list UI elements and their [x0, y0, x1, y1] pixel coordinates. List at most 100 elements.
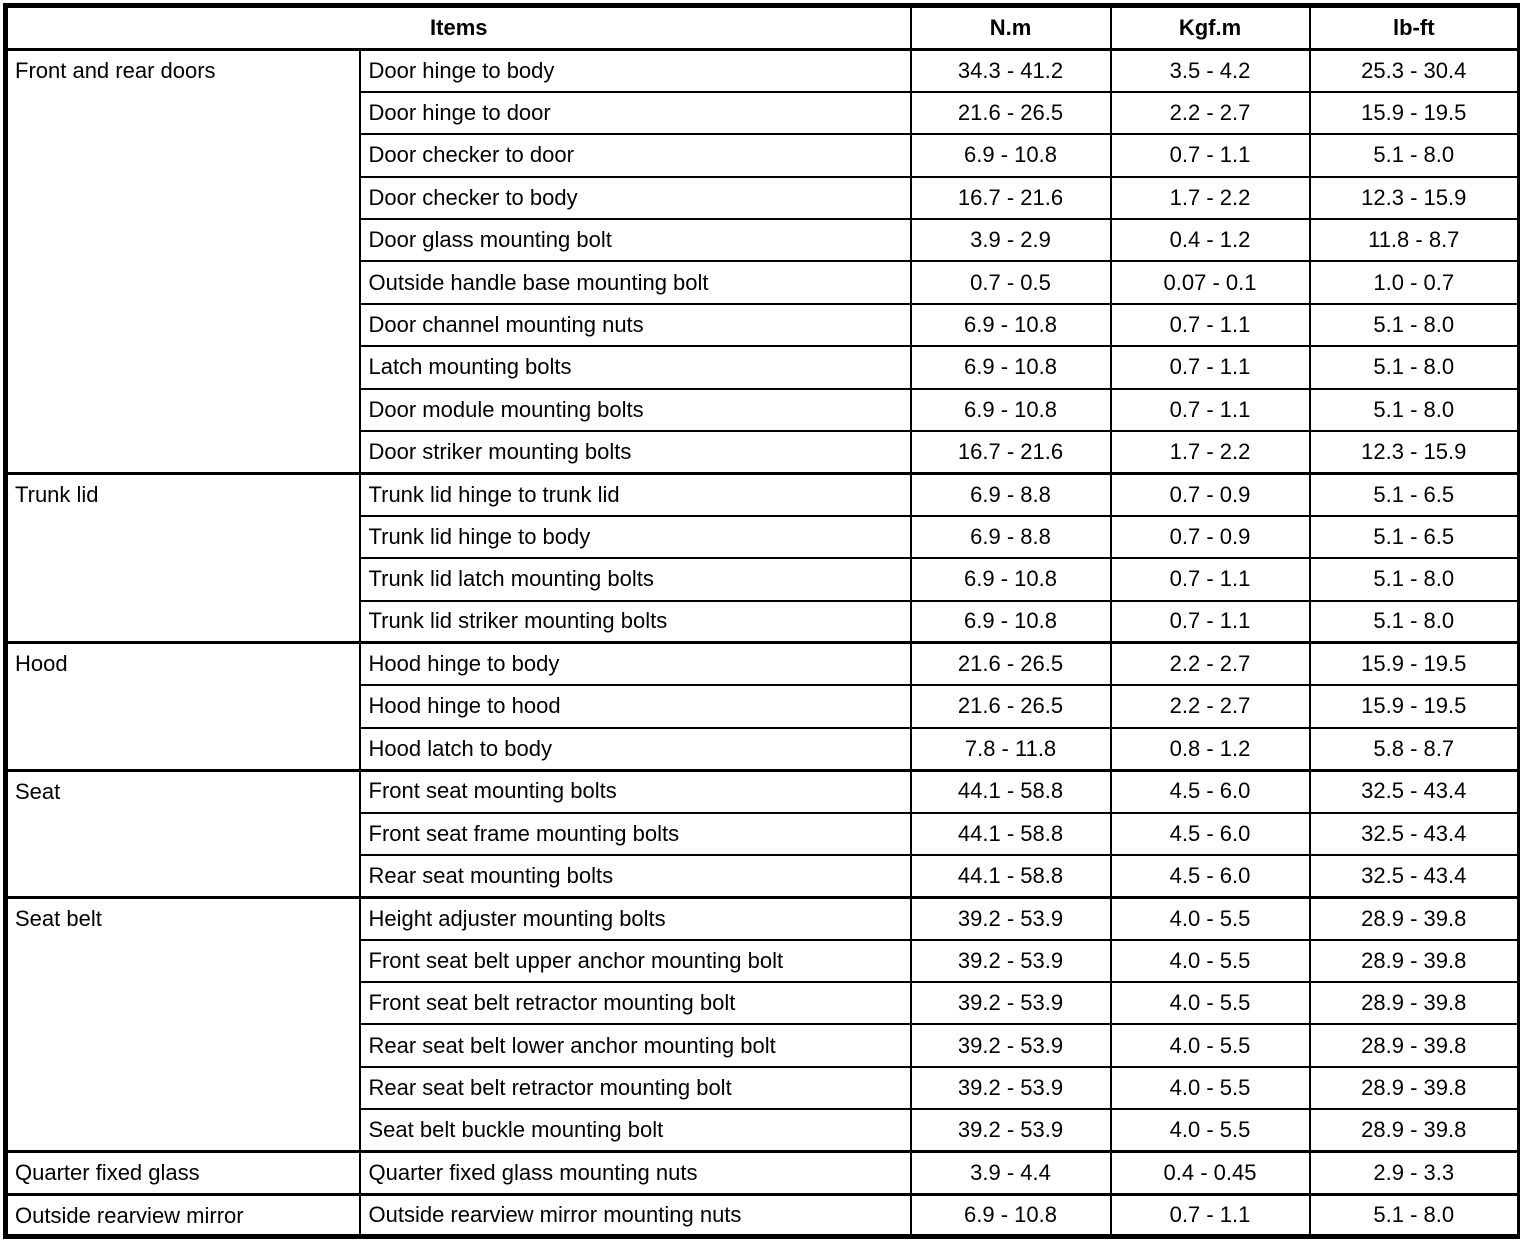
value-lbft: 1.0 - 0.7 — [1308, 260, 1520, 305]
value-lbft: 5.1 - 6.5 — [1308, 514, 1520, 560]
table-row: Trunk lid striker mounting bolts 6.9 - 1… — [6, 599, 1520, 644]
table-row: Seat belt Height adjuster mounting bolts… — [4, 895, 1520, 1153]
value-lbft: 32.5 - 43.4 — [1308, 811, 1520, 856]
table-row: Rear seat belt retractor mounting bolt 3… — [6, 1065, 1520, 1111]
value-nm: 39.2 - 53.9 — [909, 938, 1112, 984]
table-row: Hood latch to body 7.8 - 11.8 0.8 - 1.2 … — [6, 726, 1520, 772]
item-cell: Trunk lid striker mounting bolts — [358, 599, 912, 644]
item-cell: Trunk lid latch mounting bolts — [358, 557, 912, 602]
value-lbft: 12.3 - 15.9 — [1308, 175, 1520, 221]
value-nm: 7.8 - 11.8 — [909, 726, 1112, 772]
item-cell: Front seat frame mounting bolts — [358, 811, 912, 856]
item-cell: Door hinge to door — [358, 90, 912, 136]
table-row: Quarter fixed glass Quarter fixed glass … — [4, 1150, 1520, 1196]
value-kgfm: 4.5 - 6.0 — [1109, 811, 1311, 856]
value-kgfm: 0.7 - 1.1 — [1109, 345, 1311, 390]
value-lbft: 5.1 - 8.0 — [1308, 387, 1520, 433]
value-nm: 6.9 - 10.8 — [909, 302, 1112, 348]
table-header: Items N.m Kgf.m lb-ft — [4, 4, 1520, 51]
value-nm: 6.9 - 8.8 — [909, 471, 1112, 517]
value-lbft: 5.1 - 8.0 — [1308, 1192, 1520, 1238]
value-kgfm: 0.7 - 1.1 — [1109, 387, 1311, 433]
table-row: Seat Front seat mounting bolts 44.1 - 58… — [4, 768, 1520, 899]
value-nm: 21.6 - 26.5 — [909, 641, 1112, 687]
table-row: Front and rear doors Door hinge to body … — [4, 47, 1520, 475]
column-header-kgfm: Kgf.m — [1109, 4, 1311, 51]
value-lbft: 5.1 - 8.0 — [1308, 599, 1520, 644]
value-kgfm: 2.2 - 2.7 — [1109, 641, 1311, 687]
item-cell: Door checker to door — [358, 133, 912, 178]
value-lbft: 5.8 - 8.7 — [1308, 726, 1520, 772]
item-cell: Front seat belt retractor mounting bolt — [358, 981, 912, 1026]
item-cell: Door module mounting bolts — [358, 387, 912, 433]
item-cell: Trunk lid hinge to body — [358, 514, 912, 560]
item-cell: Height adjuster mounting bolts — [358, 895, 912, 941]
table-row: Trunk lid latch mounting bolts 6.9 - 10.… — [6, 557, 1520, 602]
item-cell: Door channel mounting nuts — [358, 302, 912, 348]
table-row: Outside handle base mounting bolt 0.7 - … — [6, 260, 1520, 305]
category-cell-quarter-fixed-glass: Quarter fixed glass — [4, 1150, 361, 1196]
category-cell-seat-belt: Seat belt — [4, 895, 361, 1153]
value-kgfm: 4.0 - 5.5 — [1109, 895, 1311, 941]
value-nm: 16.7 - 21.6 — [909, 175, 1112, 221]
item-cell: Hood hinge to body — [358, 641, 912, 687]
value-kgfm: 0.8 - 1.2 — [1109, 726, 1311, 772]
value-nm: 0.7 - 0.5 — [909, 260, 1112, 305]
value-lbft: 15.9 - 19.5 — [1308, 90, 1520, 136]
item-cell: Door checker to body — [358, 175, 912, 221]
value-nm: 44.1 - 58.8 — [909, 853, 1112, 899]
column-header-lbft: lb-ft — [1308, 4, 1520, 51]
value-kgfm: 4.0 - 5.5 — [1109, 981, 1311, 1026]
value-lbft: 12.3 - 15.9 — [1308, 430, 1520, 475]
table-row: Door module mounting bolts 6.9 - 10.8 0.… — [6, 387, 1520, 433]
value-nm: 6.9 - 10.8 — [909, 133, 1112, 178]
table-row: Latch mounting bolts 6.9 - 10.8 0.7 - 1.… — [6, 345, 1520, 390]
value-kgfm: 0.7 - 0.9 — [1109, 514, 1311, 560]
value-kgfm: 4.0 - 5.5 — [1109, 1108, 1311, 1153]
item-cell: Door hinge to body — [358, 47, 912, 93]
value-kgfm: 1.7 - 2.2 — [1109, 175, 1311, 221]
value-nm: 44.1 - 58.8 — [909, 811, 1112, 856]
header-row: Items N.m Kgf.m lb-ft — [4, 4, 1520, 51]
value-kgfm: 2.2 - 2.7 — [1109, 90, 1311, 136]
value-nm: 6.9 - 10.8 — [909, 599, 1112, 644]
item-cell: Door glass mounting bolt — [358, 218, 912, 263]
item-cell: Front seat mounting bolts — [358, 768, 912, 814]
table-row: Front seat belt retractor mounting bolt … — [6, 981, 1520, 1026]
table-row: Hood Hood hinge to body 21.6 - 26.5 2.2 … — [4, 641, 1520, 772]
torque-spec-table: Items N.m Kgf.m lb-ft Front and rear doo… — [3, 3, 1520, 1239]
value-kgfm: 4.5 - 6.0 — [1109, 853, 1311, 899]
manual-page: Items N.m Kgf.m lb-ft Front and rear doo… — [0, 3, 1520, 1245]
table-row: Rear seat belt lower anchor mounting bol… — [6, 1023, 1520, 1068]
column-header-items: Items — [4, 4, 912, 51]
value-lbft: 5.1 - 8.0 — [1308, 557, 1520, 602]
value-nm: 34.3 - 41.2 — [909, 47, 1112, 93]
value-nm: 39.2 - 53.9 — [909, 981, 1112, 1026]
table-row: Trunk lid hinge to body 6.9 - 8.8 0.7 - … — [6, 514, 1520, 560]
table-row: Front seat belt upper anchor mounting bo… — [6, 938, 1520, 984]
value-kgfm: 0.07 - 0.1 — [1109, 260, 1311, 305]
value-lbft: 15.9 - 19.5 — [1308, 641, 1520, 687]
table-row: Door checker to door 6.9 - 10.8 0.7 - 1.… — [6, 133, 1520, 178]
table-row: Door striker mounting bolts 16.7 - 21.6 … — [6, 430, 1520, 475]
item-cell: Hood latch to body — [358, 726, 912, 772]
category-cell-outside-rearview-mirror: Outside rearview mirror — [4, 1192, 361, 1238]
value-nm: 6.9 - 10.8 — [909, 1192, 1112, 1238]
value-kgfm: 0.7 - 1.1 — [1109, 599, 1311, 644]
table-row: Door hinge to door 21.6 - 26.5 2.2 - 2.7… — [6, 90, 1520, 136]
item-cell: Rear seat belt retractor mounting bolt — [358, 1065, 912, 1111]
value-kgfm: 4.0 - 5.5 — [1109, 938, 1311, 984]
value-nm: 39.2 - 53.9 — [909, 1023, 1112, 1068]
value-kgfm: 0.7 - 1.1 — [1109, 302, 1311, 348]
value-nm: 6.9 - 10.8 — [909, 387, 1112, 433]
value-lbft: 28.9 - 39.8 — [1308, 1108, 1520, 1153]
category-cell-front-rear-doors: Front and rear doors — [4, 48, 361, 475]
value-nm: 21.6 - 26.5 — [909, 90, 1112, 136]
category-cell-trunk-lid: Trunk lid — [4, 471, 361, 644]
value-lbft: 28.9 - 39.8 — [1308, 981, 1520, 1026]
value-lbft: 32.5 - 43.4 — [1308, 768, 1520, 814]
value-kgfm: 0.7 - 1.1 — [1109, 133, 1311, 178]
value-kgfm: 0.7 - 1.1 — [1109, 1192, 1311, 1238]
value-nm: 39.2 - 53.9 — [909, 1065, 1112, 1111]
item-cell: Quarter fixed glass mounting nuts — [358, 1150, 912, 1196]
